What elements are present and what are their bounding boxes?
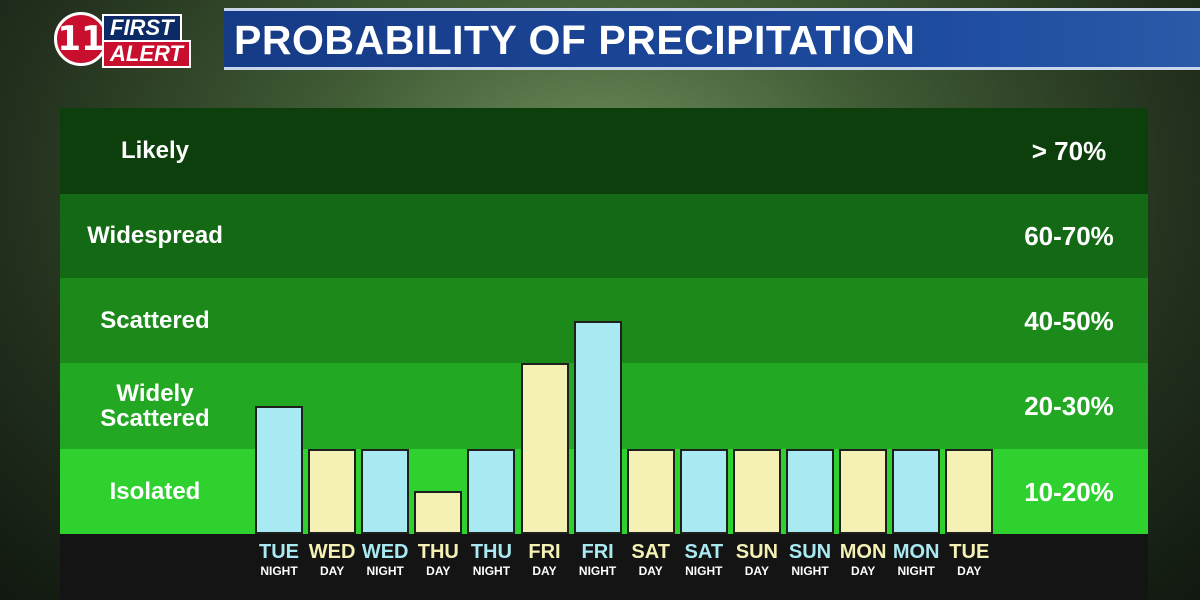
- x-tick-label: SAT DAY: [625, 540, 677, 578]
- band-range: > 70%: [1031, 136, 1107, 166]
- x-tick-label: FRI DAY: [519, 540, 571, 578]
- x-tick-label: THU NIGHT: [465, 540, 517, 578]
- x-tick-label: SUN DAY: [731, 540, 783, 578]
- bar-mon-day: [839, 448, 888, 534]
- band-label: Likely: [120, 137, 190, 164]
- band-range: 20-30%: [1024, 391, 1114, 421]
- band-label: Scattered: [100, 306, 210, 334]
- x-tick-label: THU DAY: [412, 540, 464, 578]
- x-tick-label: MON NIGHT: [890, 540, 942, 578]
- x-tick-label: SUN NIGHT: [784, 540, 836, 578]
- tick-day: SAT: [684, 541, 724, 563]
- tick-day: MON: [892, 541, 940, 563]
- bar-sun-night: [786, 448, 834, 534]
- tick-period: NIGHT: [366, 564, 404, 578]
- tick-period: NIGHT: [791, 564, 829, 578]
- bar-sat-night: [679, 448, 728, 534]
- band-range: 60-70%: [1024, 221, 1114, 251]
- x-tick-label: TUE NIGHT: [253, 540, 305, 578]
- precipitation-chart: Likely > 70% Widespread 60-70% Scattered 40-5…: [60, 108, 1148, 600]
- band-likely: Likely > 70%: [60, 108, 1148, 194]
- tick-period: DAY: [426, 564, 451, 578]
- tick-period: NIGHT: [897, 564, 935, 578]
- band-range: 10-20%: [1024, 476, 1114, 507]
- tick-day: SUN: [735, 541, 778, 563]
- tick-day: WED: [308, 541, 356, 563]
- x-tick-label: FRI NIGHT: [572, 540, 624, 578]
- tick-period: DAY: [319, 564, 345, 578]
- band-label: Widespread: [87, 222, 223, 249]
- bar-sun-day: [732, 448, 781, 534]
- title-bar: PROBABILITY OF PRECIPITATION: [224, 8, 1200, 70]
- bar-sat-day: [626, 448, 675, 534]
- tick-period: DAY: [532, 564, 557, 578]
- bar-mon-night: [892, 448, 941, 534]
- tick-period: DAY: [957, 564, 982, 578]
- tick-period: NIGHT: [685, 564, 723, 578]
- tick-day: FRI: [528, 541, 561, 563]
- chart-title: PROBABILITY OF PRECIPITATION: [234, 17, 916, 63]
- logo-word-first: FIRST: [102, 14, 182, 42]
- tick-period: NIGHT: [260, 564, 298, 578]
- x-tick-label: MON DAY: [837, 540, 889, 578]
- logo-word-alert: ALERT: [102, 40, 191, 68]
- bar-thu-night: [467, 448, 516, 534]
- tick-period: DAY: [744, 564, 769, 578]
- bar-fri-day: [520, 363, 569, 534]
- band-label: Widely Scattered: [100, 380, 210, 432]
- x-tick-label: WED NIGHT: [359, 540, 411, 578]
- bar-fri-night: [573, 320, 622, 534]
- tick-day: SUN: [788, 541, 832, 563]
- x-tick-label: SAT NIGHT: [678, 540, 730, 578]
- x-axis-strip: [60, 534, 1148, 600]
- band-widespread: Widespread 60-70%: [60, 194, 1148, 278]
- station-numeral: 11: [54, 12, 108, 66]
- tick-day: TUE: [259, 541, 299, 563]
- bar-thu-day: [414, 491, 463, 534]
- tick-day: TUE: [949, 541, 990, 563]
- tick-period: NIGHT: [578, 564, 617, 578]
- bar-tue-night: [255, 405, 303, 534]
- tick-day: WED: [361, 541, 409, 563]
- band-label: Isolated: [109, 477, 201, 505]
- bar-tue-day: [945, 448, 994, 534]
- bar-wed-day: [308, 448, 357, 534]
- tick-day: SAT: [631, 541, 670, 563]
- first-alert-logo: 11 FIRST ALERT: [54, 10, 208, 68]
- x-tick-label: WED DAY: [306, 540, 358, 578]
- tick-period: DAY: [850, 564, 876, 578]
- tick-day: MON: [839, 541, 887, 563]
- tick-day: THU: [470, 541, 512, 563]
- tick-period: DAY: [638, 564, 663, 578]
- tick-period: NIGHT: [472, 564, 511, 578]
- bar-wed-night: [361, 448, 410, 534]
- band-range: 40-50%: [1024, 305, 1114, 336]
- tick-day: FRI: [581, 541, 614, 563]
- tick-day: THU: [417, 541, 459, 563]
- x-tick-label: TUE DAY: [943, 540, 995, 578]
